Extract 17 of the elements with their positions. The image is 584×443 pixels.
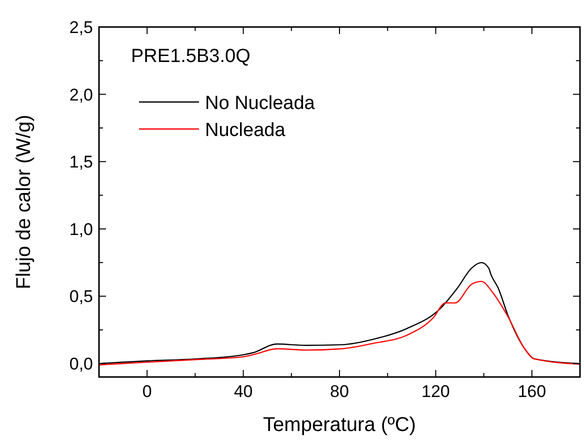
- x-axis-title: Temperatura (ºC): [263, 414, 416, 436]
- annotation: PRE1.5B3.0Q: [131, 46, 250, 67]
- legend-label: No Nucleada: [205, 93, 316, 114]
- y-tick-label: 2,5: [69, 18, 93, 37]
- line-series: [98, 280, 581, 366]
- x-tick-label: 120: [422, 382, 450, 401]
- y-tick-label: 0,0: [69, 354, 93, 374]
- y-tick-label: 1,0: [69, 220, 93, 239]
- y-tick-label: 1,5: [69, 152, 93, 172]
- x-tick-label: 80: [330, 382, 349, 401]
- y-tick-label: 2,0: [69, 85, 93, 104]
- y-axis-title: Flujo de calor (W/g): [13, 114, 35, 290]
- x-tick-label: 0: [142, 382, 152, 401]
- x-tick-label: 160: [518, 382, 546, 401]
- x-tick-label: 40: [234, 382, 253, 401]
- y-tick-label: 0,5: [69, 287, 93, 306]
- legend-label: Nucleada: [205, 120, 286, 141]
